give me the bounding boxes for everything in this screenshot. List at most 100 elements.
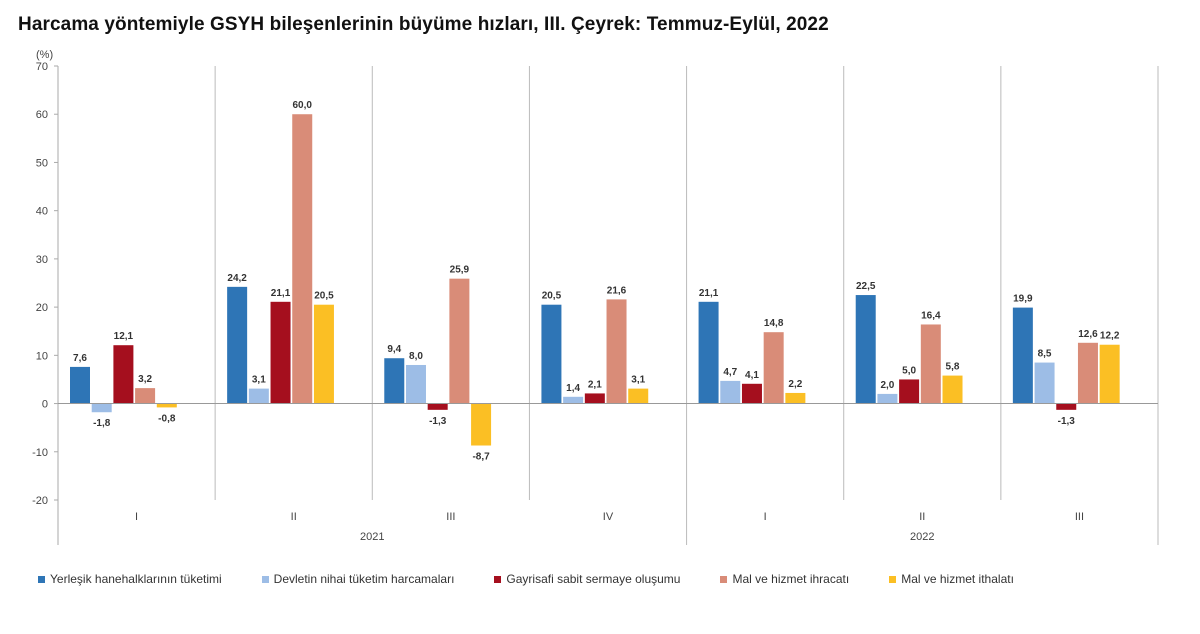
y-tick-label: 60 [36,109,48,121]
data-label: 25,9 [450,265,470,276]
bar [1077,342,1098,404]
data-label: 8,5 [1038,349,1052,360]
data-label: 5,8 [946,362,960,373]
x-tick-label: II [919,511,925,523]
data-label: 4,1 [745,370,759,381]
bar [156,403,177,408]
legend-item: Mal ve hizmet ithalatı [889,572,1014,586]
legend-item: Devletin nihai tüketim harcamaları [261,572,455,586]
y-tick-label: 40 [36,206,48,218]
bar [427,403,448,410]
legend-label: Mal ve hizmet ithalatı [901,572,1014,586]
bar [606,299,627,404]
x-tick-label: IV [603,511,614,523]
y-tick-label: 50 [36,157,48,169]
data-label: 5,0 [902,365,916,376]
legend-label: Yerleşik hanehalklarının tüketimi [50,572,222,586]
data-label: 3,2 [138,374,152,385]
data-label: 20,5 [542,291,562,302]
data-label: 60,0 [293,100,313,111]
legend-swatch [720,575,728,583]
bar [763,332,784,404]
bar [135,388,156,404]
legend-label: Mal ve hizmet ihracatı [732,572,850,586]
data-label: 12,6 [1078,329,1098,340]
bar [1099,344,1120,404]
data-label: -1,3 [1058,416,1076,427]
data-label: 12,2 [1100,331,1120,342]
data-label: 22,5 [856,281,876,292]
data-label: 20,5 [314,291,334,302]
bar [785,392,806,404]
chart-title: Harcama yöntemiyle GSYH bileşenlerinin b… [18,14,829,35]
bar [899,379,920,404]
bar [563,396,584,404]
data-label: 2,2 [788,379,802,390]
bar [248,388,269,404]
data-label: -8,7 [472,452,490,463]
data-label: 2,1 [588,379,602,390]
legend-label: Devletin nihai tüketim harcamaları [273,572,455,586]
data-label: 3,1 [631,375,645,386]
data-label: 1,4 [566,383,580,394]
bar [270,301,291,404]
legend-swatch [261,575,269,583]
bar [405,364,426,404]
data-label: 19,9 [1013,294,1033,305]
bar [541,304,562,404]
bar [113,345,134,404]
data-label: 21,1 [699,288,719,299]
data-label: 8,0 [409,351,423,362]
bar [1034,362,1055,404]
bar [227,286,248,404]
data-label: 21,1 [271,288,291,299]
data-label: -1,3 [429,416,447,427]
y-tick-label: 0 [42,399,48,411]
data-label: -1,8 [93,418,111,429]
bar [920,324,941,404]
bar [384,358,405,404]
bar [91,403,112,413]
bar [449,278,470,404]
data-label: 3,1 [252,375,266,386]
bar [741,383,762,404]
y-tick-label: -20 [32,495,48,507]
data-label: 7,6 [73,353,87,364]
data-label: 4,7 [723,367,737,378]
data-label: -0,8 [158,413,176,424]
y-axis-label: (%) [36,49,53,61]
data-label: 2,0 [880,380,894,391]
legend-swatch [38,575,45,583]
bar [855,295,876,404]
bar [471,403,492,446]
legend-swatch [889,575,897,583]
x-tick-label: II [291,511,297,523]
data-label: 24,2 [227,273,247,284]
data-label: 14,8 [764,318,784,329]
legend-item: Yerleşik hanehalklarının tüketimi [38,572,222,586]
data-label: 9,4 [387,344,401,355]
y-tick-label: 30 [36,254,48,266]
bar [877,393,898,404]
data-label: 21,6 [607,285,627,296]
bar [292,114,313,404]
y-tick-label: 10 [36,350,48,362]
y-tick-label: 70 [36,61,48,73]
bar [1056,403,1077,410]
year-label: 2021 [360,531,384,543]
bar [698,301,719,404]
x-tick-label: III [1075,511,1084,523]
bar [584,393,605,404]
legend-item: Mal ve hizmet ihracatı [720,572,849,586]
y-tick-label: 20 [36,302,48,314]
bar [720,380,741,404]
legend-item: Gayrisafi sabit sermaye oluşumu [494,572,680,586]
bar [942,375,963,404]
legend: Yerleşik hanehalklarının tüketimi Devleti… [38,572,1178,586]
legend-swatch [494,575,502,583]
bar [313,304,334,404]
legend-label: Gayrisafi sabit sermaye oluşumu [506,572,681,586]
data-label: 16,4 [921,310,941,321]
bar [1012,307,1033,404]
